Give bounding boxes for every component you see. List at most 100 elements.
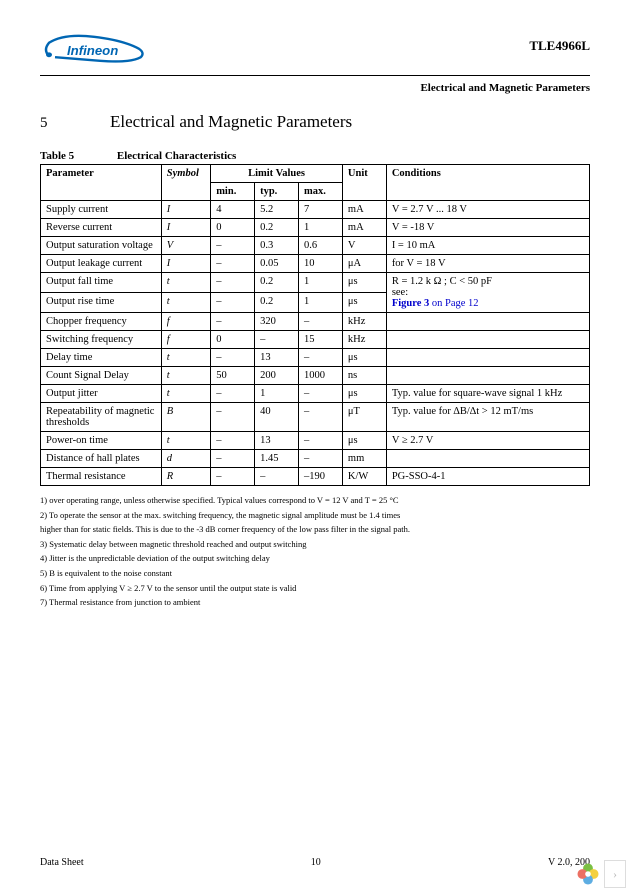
cell-typ: 1.45	[255, 450, 299, 468]
cell-symbol: t	[161, 293, 210, 313]
cell-symbol: f	[161, 331, 210, 349]
table-row: Output jittert–1–μsTyp. value for square…	[41, 385, 590, 403]
cell-unit: mm	[342, 450, 386, 468]
footnote-line: 5) B is equivalent to the noise constant	[40, 567, 590, 581]
table-row: Output saturation voltageV–0.30.6VI = 10…	[41, 237, 590, 255]
table-row: Power-on timet–13–μsV ≥ 2.7 V	[41, 432, 590, 450]
cell-max: 15	[299, 331, 343, 349]
cell-symbol: I	[161, 219, 210, 237]
footnote-line: 7) Thermal resistance from junction to a…	[40, 596, 590, 610]
svg-text:Infineon: Infineon	[67, 43, 118, 58]
cell-unit: μs	[342, 293, 386, 313]
footnote-line: 3) Systematic delay between magnetic thr…	[40, 538, 590, 552]
cell-min: –	[211, 385, 255, 403]
cell-unit: mA	[342, 201, 386, 219]
section-number: 5	[40, 115, 110, 132]
cell-unit: kHz	[342, 331, 386, 349]
cell-typ: 13	[255, 432, 299, 450]
cell-max: –	[299, 450, 343, 468]
cell-conditions: V = 2.7 V ... 18 V	[386, 201, 589, 219]
section-title: Electrical and Magnetic Parameters	[110, 112, 352, 132]
cell-symbol: I	[161, 201, 210, 219]
cell-min: –	[211, 349, 255, 367]
cell-min: 4	[211, 201, 255, 219]
footnote-line: 6) Time from applying V ≥ 2.7 V to the s…	[40, 582, 590, 596]
cell-max: –190	[299, 468, 343, 486]
cell-parameter: Chopper frequency	[41, 313, 162, 331]
logo: Infineon	[40, 30, 160, 73]
cell-conditions: Typ. value for ∆B/∆t > 12 mT/ms	[386, 403, 589, 432]
cell-symbol: f	[161, 313, 210, 331]
footnote-line: higher than for static fields. This is d…	[40, 523, 590, 537]
cell-typ: 0.2	[255, 219, 299, 237]
cell-typ: 0.05	[255, 255, 299, 273]
cell-symbol: I	[161, 255, 210, 273]
cell-typ: 320	[255, 313, 299, 331]
cell-max: –	[299, 403, 343, 432]
cell-conditions: R = 1.2 k Ω ; C < 50 pFsee:Figure 3 on P…	[386, 273, 589, 313]
th-unit: Unit	[342, 165, 386, 201]
cell-max: 1	[299, 273, 343, 293]
cell-parameter: Count Signal Delay	[41, 367, 162, 385]
nav-widget: ›	[574, 860, 626, 888]
cell-max: –	[299, 385, 343, 403]
cell-unit: V	[342, 237, 386, 255]
cell-unit: K/W	[342, 468, 386, 486]
cell-max: 1	[299, 219, 343, 237]
figure-link[interactable]: Figure 3	[392, 298, 429, 309]
cell-unit: mA	[342, 219, 386, 237]
cell-parameter: Delay time	[41, 349, 162, 367]
cell-min: –	[211, 255, 255, 273]
cell-conditions: V = -18 V	[386, 219, 589, 237]
footnote-line: 1) over operating range, unless otherwis…	[40, 494, 590, 508]
th-max: max.	[299, 183, 343, 201]
th-typ: typ.	[255, 183, 299, 201]
cell-min: –	[211, 273, 255, 293]
cell-conditions: Typ. value for square-wave signal 1 kHz	[386, 385, 589, 403]
cell-conditions	[386, 450, 589, 468]
cell-max: 1000	[299, 367, 343, 385]
cell-unit: μs	[342, 432, 386, 450]
cell-conditions	[386, 313, 589, 331]
cell-typ: –	[255, 331, 299, 349]
page-link[interactable]: on Page 12	[432, 298, 479, 309]
cell-typ: –	[255, 468, 299, 486]
cell-unit: μs	[342, 385, 386, 403]
cell-max: –	[299, 313, 343, 331]
cell-min: 50	[211, 367, 255, 385]
th-conditions: Conditions	[386, 165, 589, 201]
cell-conditions: V ≥ 2.7 V	[386, 432, 589, 450]
cell-typ: 200	[255, 367, 299, 385]
cell-min: –	[211, 450, 255, 468]
cell-parameter: Output saturation voltage	[41, 237, 162, 255]
cell-max: 10	[299, 255, 343, 273]
cell-min: –	[211, 313, 255, 331]
cell-parameter: Switching frequency	[41, 331, 162, 349]
footer-left: Data Sheet	[40, 857, 84, 868]
cell-min: –	[211, 432, 255, 450]
table-row: Output leakage currentI–0.0510μAfor V = …	[41, 255, 590, 273]
th-symbol: Symbol	[161, 165, 210, 201]
footnotes: 1) over operating range, unless otherwis…	[40, 494, 590, 610]
table-row: Output fall timet–0.21μsR = 1.2 k Ω ; C …	[41, 273, 590, 293]
cell-typ: 0.2	[255, 273, 299, 293]
cell-symbol: B	[161, 403, 210, 432]
next-page-button[interactable]: ›	[604, 860, 626, 888]
cell-parameter: Thermal resistance	[41, 468, 162, 486]
th-parameter: Parameter	[41, 165, 162, 201]
cell-max: 1	[299, 293, 343, 313]
table-row: Thermal resistanceR–––190K/WPG-SSO-4-1	[41, 468, 590, 486]
cell-unit: μs	[342, 349, 386, 367]
cell-symbol: t	[161, 349, 210, 367]
footer-page: 10	[311, 857, 321, 868]
cell-max: –	[299, 349, 343, 367]
cell-typ: 0.2	[255, 293, 299, 313]
cell-conditions: for V = 18 V	[386, 255, 589, 273]
cell-symbol: d	[161, 450, 210, 468]
th-min: min.	[211, 183, 255, 201]
cell-min: 0	[211, 219, 255, 237]
characteristics-table: Parameter Symbol Limit Values Unit Condi…	[40, 164, 590, 486]
cell-typ: 5.2	[255, 201, 299, 219]
cell-parameter: Reverse current	[41, 219, 162, 237]
page-subtitle: Electrical and Magnetic Parameters	[40, 82, 590, 94]
